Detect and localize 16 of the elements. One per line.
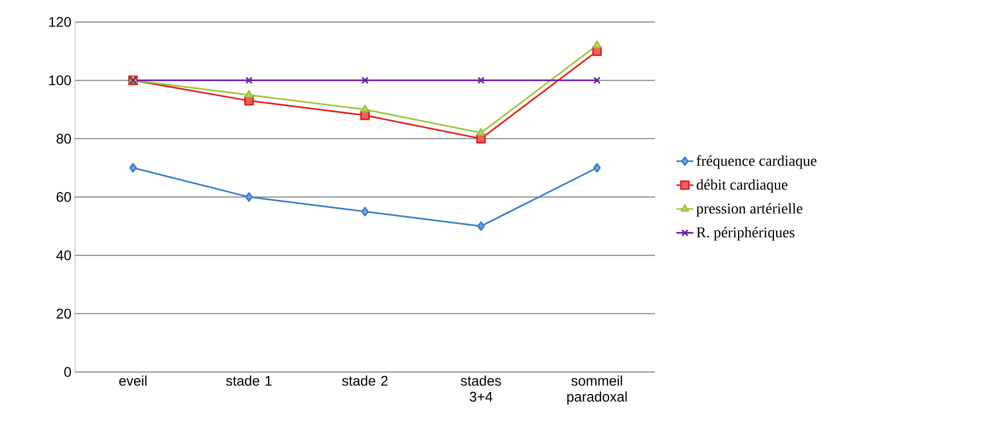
- y-tick-label: 60: [56, 192, 71, 202]
- y-tick-label: 20: [56, 308, 71, 319]
- y-tick-label: 80: [56, 134, 71, 144]
- x-tick-label: stades 3+4: [460, 376, 502, 402]
- legend-label: pression artérielle: [696, 203, 802, 217]
- y-tick-label: 120: [49, 17, 71, 27]
- x-tick-label: stade 1: [226, 376, 272, 386]
- y-tick-label: 0: [64, 367, 71, 377]
- x-tick-label: eveil: [119, 376, 146, 386]
- legend-label: débit cardiaque: [696, 179, 788, 193]
- y-tick-label: 40: [56, 250, 71, 260]
- legend-label: fréquence cardiaque: [696, 155, 816, 169]
- y-tick-label: 100: [49, 75, 71, 86]
- legend-label: R. périphériques: [696, 226, 794, 240]
- x-tick-label: stade 2: [342, 376, 388, 386]
- x-tick-label: sommeil paradoxal: [567, 376, 627, 404]
